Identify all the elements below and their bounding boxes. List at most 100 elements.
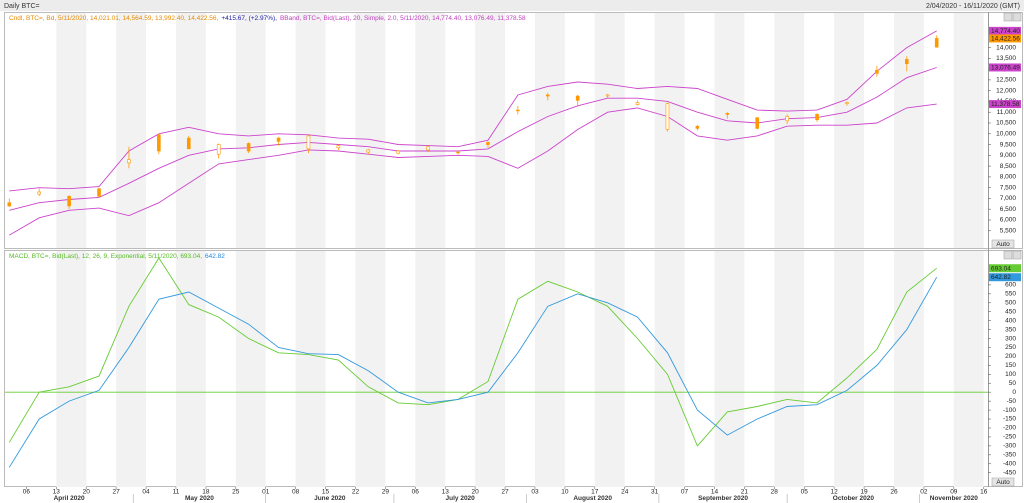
value-tag-label: 14,422.56 — [991, 35, 1020, 42]
week-shade — [175, 251, 206, 487]
month-label: April 2020 — [54, 495, 85, 502]
y-tick-label: -150 — [1003, 416, 1016, 423]
legend-entry: Cndl, BTC=, Bd, 5/11/2020, 14,021.01, 14… — [9, 15, 218, 22]
y-tick-label: 500 — [1005, 299, 1016, 306]
y-tick-label: 600 — [1005, 282, 1016, 289]
x-tick-label: 12 — [831, 489, 839, 496]
candle-body — [7, 202, 12, 207]
x-tick-label: 13 — [442, 489, 450, 496]
week-shade — [235, 251, 266, 487]
y-tick-label: 7,500 — [1000, 184, 1017, 191]
x-tick-label: 21 — [741, 489, 749, 496]
x-tick-label: 31 — [651, 489, 659, 496]
week-shade — [714, 251, 745, 487]
week-shade — [295, 251, 326, 487]
candle-body — [516, 109, 520, 112]
candle-body — [366, 149, 371, 153]
x-tick-label: 07 — [681, 489, 689, 496]
x-tick-label: 06 — [412, 489, 420, 496]
y-tick-label: -200 — [1003, 425, 1016, 432]
x-tick-label: 04 — [142, 489, 150, 496]
value-tag — [989, 26, 1021, 35]
candle-body — [186, 137, 191, 150]
y-tick-label: 50 — [1009, 380, 1017, 387]
settings-button[interactable] — [1003, 250, 1013, 260]
value-tag — [989, 34, 1021, 43]
month-label: June 2020 — [314, 495, 346, 502]
x-tick-label: 25 — [232, 489, 240, 496]
value-tag-label: 14,774.40 — [991, 28, 1020, 35]
auto-label[interactable]: Auto — [996, 479, 1010, 486]
x-tick-label: 11 — [173, 489, 180, 496]
week-shade — [355, 13, 386, 248]
candle-body — [755, 117, 760, 129]
candle-body — [157, 134, 161, 152]
pane-buttons — [1003, 12, 1022, 260]
y-tick-label: 7,000 — [1000, 195, 1017, 202]
y-tick-label: 12,000 — [996, 87, 1016, 94]
candle-body — [605, 94, 610, 97]
y-tick-label: 9,000 — [1000, 152, 1017, 159]
y-tick-label: 400 — [1005, 317, 1016, 324]
month-label: July 2020 — [446, 495, 476, 502]
candle-body — [545, 94, 550, 97]
x-tick-label: 16 — [980, 489, 988, 496]
month-label: September 2020 — [698, 495, 748, 502]
x-tick-label: 01 — [262, 489, 270, 496]
candle-body — [97, 188, 101, 197]
auto-button[interactable] — [991, 239, 1015, 249]
close-button[interactable] — [1012, 250, 1022, 260]
candle-body — [845, 102, 849, 104]
value-tag — [989, 264, 1021, 273]
auto-button[interactable] — [991, 477, 1015, 487]
value-tag — [989, 63, 1021, 72]
y-tick-label: 550 — [1005, 291, 1016, 298]
x-tick-label: 05 — [801, 489, 809, 496]
auto-label[interactable]: Auto — [996, 241, 1010, 248]
y-tick-label: 300 — [1005, 335, 1016, 342]
candle-body — [396, 150, 401, 154]
y-tick-label: 250 — [1005, 344, 1016, 351]
candle-body — [456, 151, 460, 154]
y-tick-label: 13,500 — [996, 55, 1016, 62]
y-tick-label: 14,000 — [996, 44, 1016, 51]
series-line — [9, 67, 937, 211]
candle-body — [575, 95, 580, 101]
x-tick-label: 22 — [352, 489, 360, 496]
series-line — [9, 30, 937, 192]
week-shade — [714, 13, 745, 248]
series-line — [9, 103, 937, 236]
close-button[interactable] — [1012, 12, 1022, 22]
candle-body — [934, 38, 939, 48]
value-tag — [989, 100, 1021, 109]
y-tick-label: 11,000 — [997, 109, 1017, 116]
week-shade — [116, 13, 147, 248]
candle-body — [426, 146, 430, 151]
legend: MACD, BTC=, Bid(Last), 12, 26, 9, Expone… — [9, 253, 225, 260]
week-shade — [56, 13, 87, 248]
settings-button[interactable] — [1003, 12, 1013, 22]
week-shade — [56, 251, 87, 487]
x-tick-label: 09 — [950, 489, 958, 496]
y-tick-label: 5,500 — [1000, 227, 1017, 234]
y-tick-label: 350 — [1005, 326, 1016, 333]
x-tick-label: 29 — [382, 489, 390, 496]
week-shade — [116, 251, 147, 487]
y-tick-label: 150 — [1005, 362, 1016, 369]
series-line — [8, 257, 937, 447]
week-shade — [953, 13, 984, 248]
candle-body — [67, 195, 71, 207]
candle-body — [904, 59, 909, 65]
y-tick-label: -300 — [1003, 443, 1016, 450]
legend-entry: 642.82 — [205, 253, 225, 260]
legend-entry: MACD, BTC=, Bid(Last), 12, 26, 9, Expone… — [9, 253, 202, 260]
y-tick-label: 6,500 — [1000, 206, 1017, 213]
y-tick-label: 8,000 — [1000, 174, 1017, 181]
candle-body — [635, 102, 640, 105]
y-tick-label: -450 — [1003, 469, 1016, 476]
week-shade — [834, 251, 865, 487]
week-shade — [953, 251, 984, 487]
y-tick-label: -400 — [1003, 460, 1016, 467]
candle-body — [486, 142, 490, 145]
candle-body — [276, 137, 281, 142]
